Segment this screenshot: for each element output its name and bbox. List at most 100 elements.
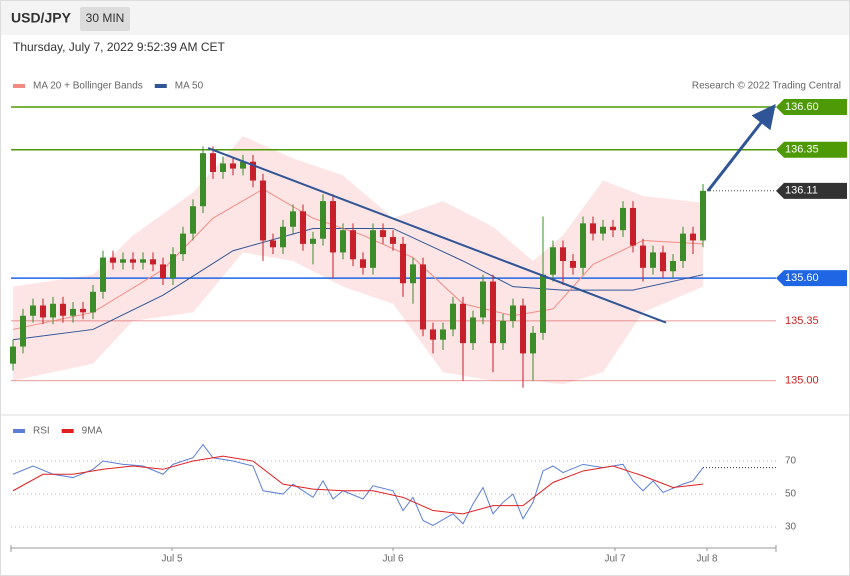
y-tick-label: 50 [785, 489, 797, 500]
candle-body [470, 317, 476, 344]
candle-body [550, 247, 556, 275]
candle-body [350, 230, 356, 260]
candle-body [380, 230, 386, 238]
x-tick-label: Jul 6 [382, 554, 404, 565]
candle-body [40, 305, 46, 318]
candle-body [100, 257, 106, 292]
candle-body [670, 260, 676, 272]
candle-body [580, 223, 586, 268]
candle-body [220, 163, 226, 173]
candle-body [250, 161, 256, 181]
y-tick-label: 70 [785, 456, 797, 467]
candle-body [80, 308, 86, 313]
candle-body [510, 305, 516, 321]
candle-body [310, 238, 316, 244]
candle-body [400, 243, 406, 284]
legend-label: MA 20 + Bollinger Bands [33, 81, 143, 92]
level-label: 136.60 [785, 101, 819, 113]
interval: 30 MIN [86, 11, 125, 25]
level-label: 135.00 [785, 375, 819, 387]
candle-body [460, 303, 466, 344]
candle-body [70, 308, 76, 316]
level-label: 136.35 [785, 144, 819, 156]
candle-body [450, 303, 456, 330]
candle-body [60, 303, 66, 316]
candle-body [200, 153, 206, 207]
candle-body [560, 247, 566, 261]
candle-body [120, 259, 126, 263]
candle-body [280, 226, 286, 248]
interval-box [80, 7, 130, 31]
legend-label: RSI [33, 426, 50, 437]
level-tag [776, 141, 847, 158]
candle-body [590, 223, 596, 234]
candle-body [10, 346, 16, 364]
candle-body [230, 163, 236, 169]
symbol: USD/JPY [11, 10, 72, 26]
level-tag [776, 182, 847, 199]
candle-body [370, 230, 376, 268]
candle-body [300, 211, 306, 244]
candle-body [140, 259, 146, 263]
level-tag [776, 270, 847, 287]
legend-swatch [13, 429, 25, 433]
candle-body [440, 329, 446, 340]
candle-body [110, 257, 116, 263]
candle-body [260, 180, 266, 241]
candle-body [600, 226, 606, 234]
candle-body [180, 233, 186, 255]
candle-body [20, 315, 26, 347]
candle-body [520, 305, 526, 354]
candle-body [390, 237, 396, 244]
legend-swatch [13, 84, 25, 88]
candle-body [340, 230, 346, 253]
series-line [12, 443, 704, 526]
candle-body [190, 206, 196, 234]
candle-body [170, 254, 176, 279]
candle-body [240, 161, 246, 169]
datetime: Thursday, July 7, 2022 9:52:39 AM CET [13, 40, 226, 54]
candle-body [90, 291, 96, 313]
candle-body [480, 281, 486, 318]
candle-body [160, 264, 166, 279]
legend-label: MA 50 [175, 81, 204, 92]
candle-body [210, 153, 216, 173]
trendline [207, 147, 667, 324]
candle-body [570, 260, 576, 268]
candle-body [680, 233, 686, 261]
legend-swatch [154, 84, 167, 88]
level-label: 135.60 [785, 272, 819, 284]
candle-body [620, 207, 626, 231]
candle-body [430, 329, 436, 340]
candle-body [700, 190, 706, 241]
candle-body [30, 305, 36, 316]
candle-body [660, 252, 666, 272]
candle-body [330, 201, 336, 253]
bollinger-band [13, 136, 703, 385]
candle-body [420, 264, 426, 330]
candle-body [530, 332, 536, 354]
candle-body [290, 211, 296, 227]
legend-label: 9MA [82, 426, 103, 437]
candle-body [500, 320, 506, 344]
candle-body [50, 303, 56, 318]
candle-body [690, 233, 696, 241]
level-label: 136.11 [785, 185, 818, 197]
legend-swatch [61, 429, 74, 433]
level-label: 135.35 [785, 315, 819, 327]
y-tick-label: 30 [785, 522, 797, 533]
candle-body [540, 274, 546, 333]
ma50-line [12, 227, 704, 341]
series-line [12, 455, 704, 515]
trendline [706, 103, 776, 192]
candle-body [320, 201, 326, 239]
candle-body [270, 240, 276, 248]
candle-body [150, 259, 156, 265]
candle-body [610, 226, 616, 231]
candle-body [130, 259, 136, 263]
candle-body [410, 264, 416, 284]
candle-body [650, 252, 656, 268]
level-tag [776, 98, 847, 115]
candle-body [630, 207, 636, 246]
